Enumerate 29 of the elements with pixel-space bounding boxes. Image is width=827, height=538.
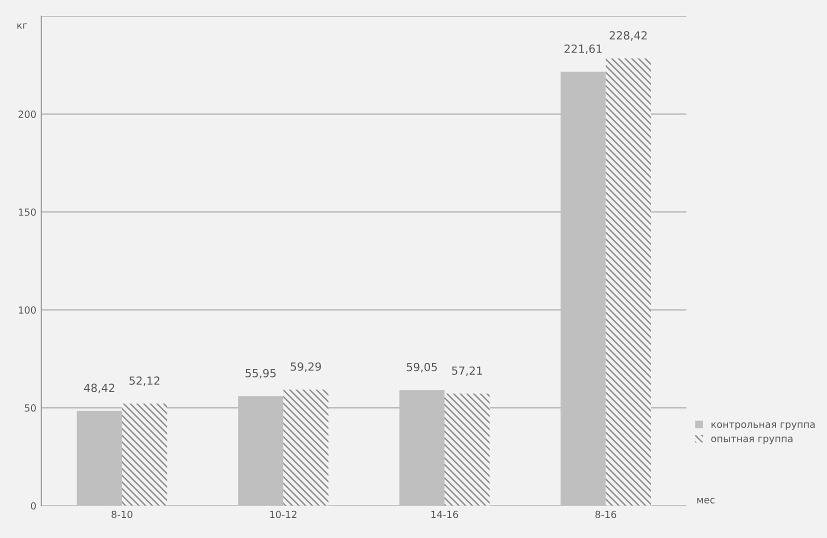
y-axis-title: кг bbox=[17, 23, 28, 29]
bar bbox=[444, 394, 490, 506]
y-tick-label: 150 bbox=[19, 208, 36, 216]
bar bbox=[560, 72, 606, 506]
data-label: 221,61 bbox=[564, 44, 602, 54]
data-label: 228,42 bbox=[610, 31, 647, 41]
data-label: 55,95 bbox=[246, 368, 276, 378]
bar bbox=[606, 58, 651, 506]
legend-label: контрольная группа bbox=[712, 422, 815, 430]
y-tick-label: 200 bbox=[18, 110, 36, 118]
y-tick-label: 0 bbox=[30, 502, 36, 510]
bar bbox=[122, 404, 168, 506]
data-label: 52,12 bbox=[130, 376, 160, 386]
bar bbox=[238, 396, 284, 506]
data-label: 57,21 bbox=[452, 366, 482, 376]
bar bbox=[283, 390, 328, 506]
x-tick-label: 8-16 bbox=[595, 510, 616, 518]
data-label: 59,29 bbox=[290, 362, 321, 372]
x-tick-label: 14-16 bbox=[431, 510, 458, 518]
y-tick-label: 50 bbox=[24, 404, 36, 412]
bar bbox=[399, 390, 445, 506]
data-label: 48,42 bbox=[84, 384, 114, 394]
bar bbox=[76, 410, 122, 506]
data-label: 59,05 bbox=[406, 362, 437, 372]
y-tick-label: 100 bbox=[19, 306, 36, 314]
x-tick-label: 10-12 bbox=[270, 510, 296, 518]
x-axis-title: мес bbox=[697, 498, 714, 504]
legend-label: опытная группа bbox=[711, 436, 792, 444]
x-tick-label: 8-10 bbox=[112, 510, 132, 518]
